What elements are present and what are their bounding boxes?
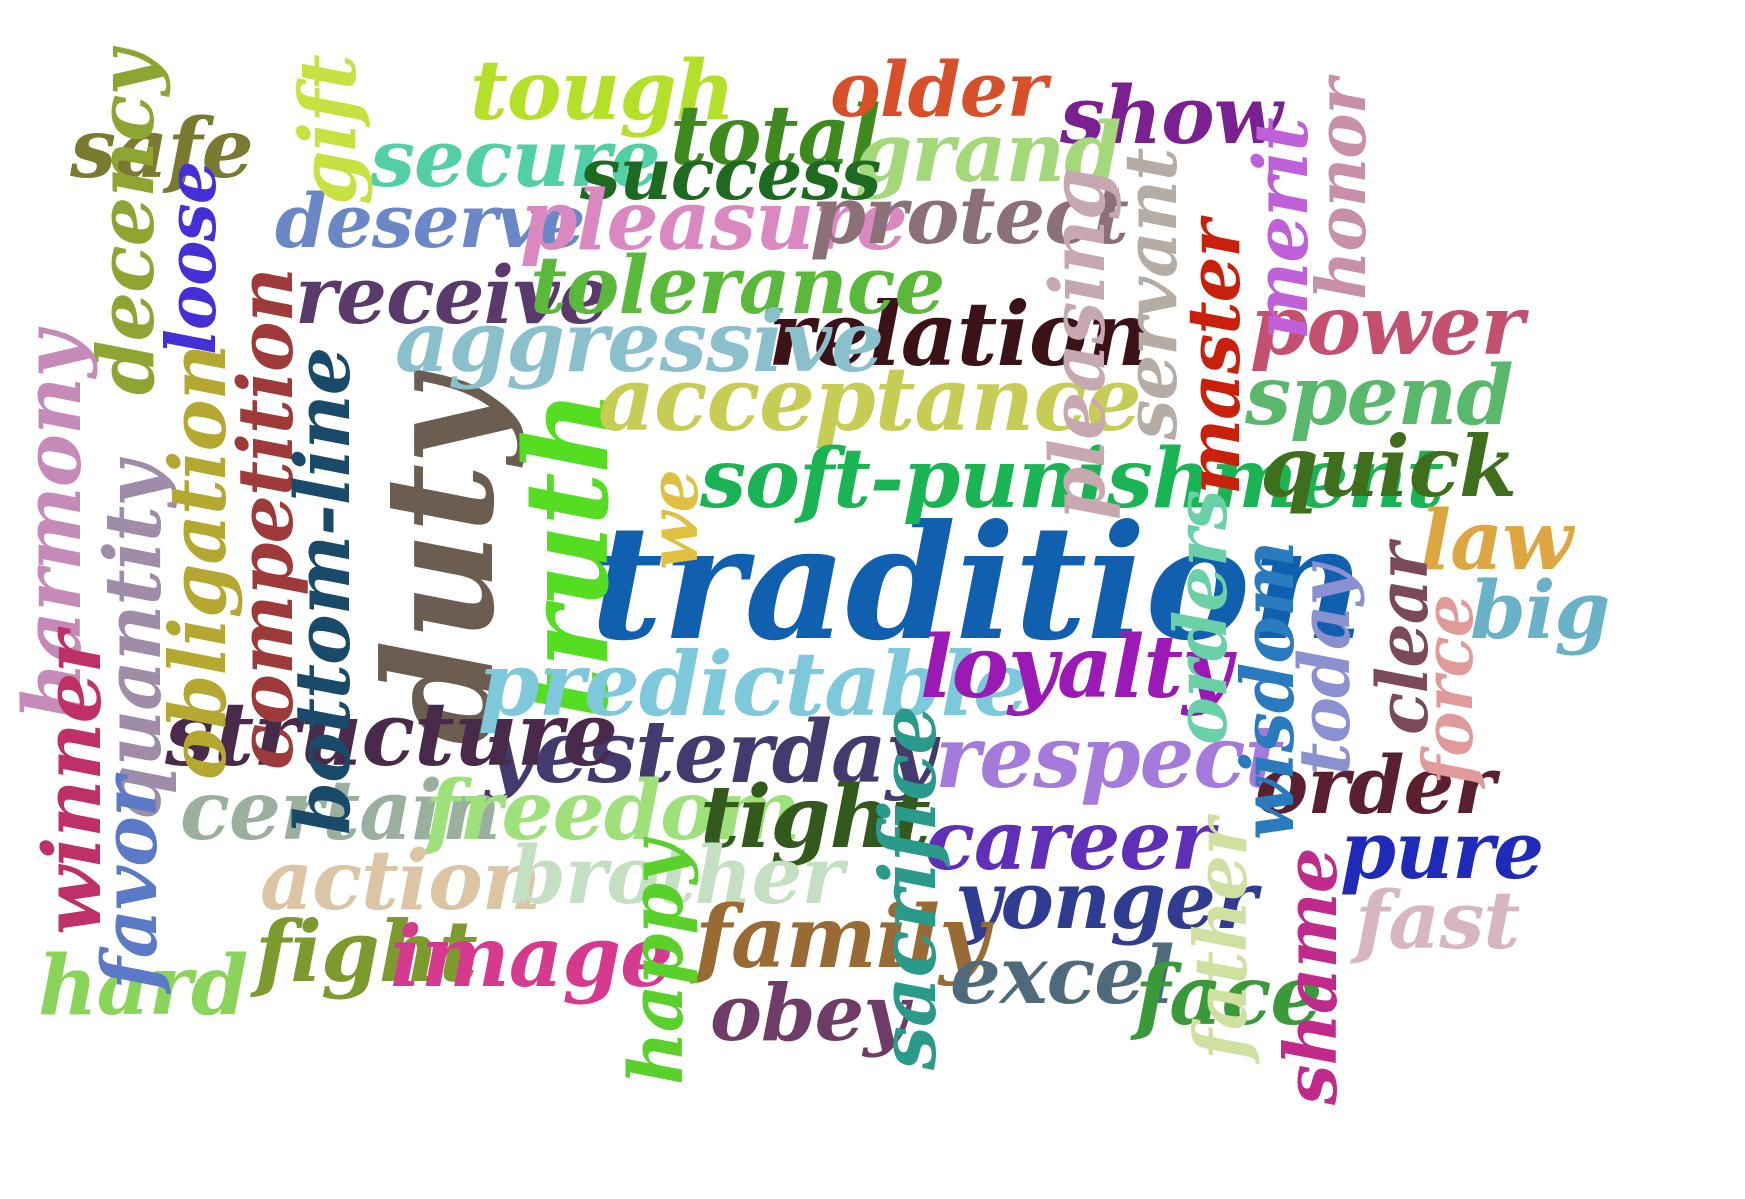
word-aggressive: aggressive — [395, 292, 884, 391]
word-pleasing: pleasing — [1033, 168, 1122, 520]
word-protect: protect — [810, 168, 1129, 262]
word-hard: hard — [38, 938, 248, 1034]
word-soft-punishment: soft-punishment — [700, 431, 1444, 527]
word-career: career — [925, 793, 1214, 889]
word-honor: honor — [1302, 79, 1382, 300]
word-receive: receive — [295, 248, 609, 342]
word-grand: grand — [855, 105, 1122, 201]
word-freedom: freedom — [425, 763, 801, 859]
word-spend: spend — [1245, 348, 1514, 444]
word-acceptance: acceptance — [598, 347, 1142, 451]
word-happy: happy — [614, 841, 700, 1085]
word-yonger: yonger — [955, 853, 1257, 947]
word-fast: fast — [1355, 873, 1520, 967]
word-structure: structure — [165, 682, 618, 786]
word-father: father — [1178, 819, 1263, 1060]
word-show: show — [1060, 68, 1282, 162]
word-fight: fight — [255, 902, 478, 1001]
word-deserve: deserve — [275, 179, 586, 265]
word-secure: secure — [370, 111, 661, 205]
word-certain: certain — [180, 763, 501, 859]
word-power: power — [1250, 278, 1524, 374]
word-sacrifice: sacrifice — [863, 706, 954, 1070]
word-big: big — [1470, 563, 1610, 657]
word-older: older — [830, 45, 1047, 134]
word-action: action — [260, 833, 541, 929]
word-yesterday: yesterday — [485, 702, 936, 803]
word-favor: favor — [85, 778, 174, 990]
word-tolerance: tolerance — [530, 238, 945, 332]
word-obey: obey — [710, 968, 909, 1059]
word-we: we — [634, 470, 714, 570]
word-order: order — [1255, 738, 1495, 832]
word-law: law — [1420, 493, 1573, 589]
word-tradition: tradition — [590, 491, 1364, 676]
word-safe: safe — [70, 101, 254, 197]
word-force: force — [1409, 594, 1489, 785]
word-predictable: predictable — [478, 632, 1029, 736]
word-brother: brother — [510, 828, 844, 922]
word-tough: tough — [470, 43, 735, 139]
word-excel: excel — [950, 928, 1175, 1022]
word-pure: pure — [1340, 803, 1544, 897]
word-bottom-line: bottom-line — [278, 347, 367, 835]
word-today: today — [1283, 566, 1366, 775]
word-tight: tight — [700, 767, 931, 868]
word-pleasure: pleasure — [520, 173, 908, 269]
word-total: total — [670, 88, 881, 184]
word-quick: quick — [1260, 417, 1517, 516]
word-shame: shame — [1268, 848, 1353, 1105]
word-gift: gift — [283, 55, 374, 205]
word-family: family — [695, 887, 989, 988]
word-success: success — [580, 131, 881, 216]
word-loose: loose — [152, 161, 232, 355]
word-respect: respect — [935, 707, 1284, 808]
word-image: image — [390, 907, 673, 1006]
word-face: face — [1135, 948, 1323, 1044]
word-loyalty: loyalty — [920, 617, 1232, 718]
word-relation: relation — [768, 282, 1151, 386]
